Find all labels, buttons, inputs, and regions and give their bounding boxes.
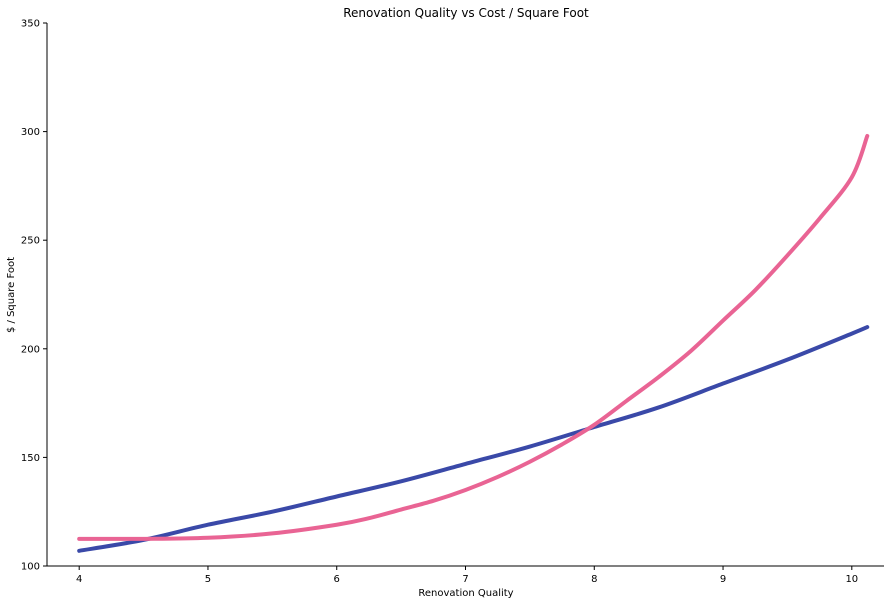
- y-tick-label: 200: [21, 344, 40, 355]
- y-tick-label: 300: [21, 127, 40, 138]
- y-tick-label: 150: [21, 453, 40, 464]
- chart-title: Renovation Quality vs Cost / Square Foot: [343, 6, 589, 20]
- plot-area: [77, 133, 870, 553]
- y-tick-label: 250: [21, 236, 40, 247]
- x-axis-label: Renovation Quality: [418, 588, 513, 599]
- x-tick-label: 8: [591, 574, 597, 585]
- series-line-1: [77, 325, 870, 553]
- x-tick-label: 4: [76, 574, 82, 585]
- y-tick-label: 350: [21, 19, 40, 30]
- y-axis-label: $ / Square Foot: [6, 257, 17, 333]
- x-tick-label: 7: [462, 574, 468, 585]
- x-tick-label: 10: [845, 574, 858, 585]
- series-line-2: [77, 133, 870, 541]
- x-tick-label: 9: [720, 574, 726, 585]
- x-tick-label: 5: [205, 574, 211, 585]
- x-axis-ticks: 4 5 6 7 8 9 10: [76, 566, 858, 585]
- x-tick-label: 6: [334, 574, 340, 585]
- y-axis-ticks: 100 150 200 250 300 350: [21, 19, 47, 573]
- y-tick-label: 100: [21, 562, 40, 573]
